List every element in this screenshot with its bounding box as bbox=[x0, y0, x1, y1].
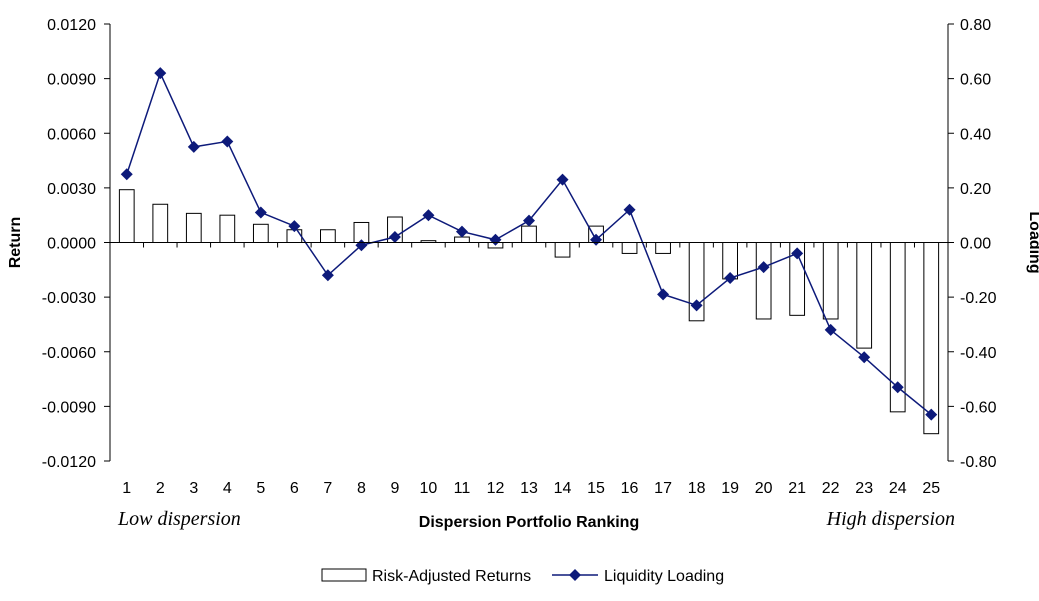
x-tick-label: 6 bbox=[290, 480, 299, 497]
line-liquidity-loading bbox=[126, 71, 932, 416]
x-tick-label: 2 bbox=[156, 480, 165, 497]
point-liquidity-loading bbox=[791, 247, 804, 260]
x-axis-title: Dispersion Portfolio Ranking bbox=[419, 514, 639, 531]
axes: 0.0120 0.0090 0.0060 0.0030 0.0000 -0.0030 -0.… bbox=[42, 17, 997, 497]
y-left-tick-label: -0.0030 bbox=[42, 290, 96, 307]
x-tick-label: 7 bbox=[323, 480, 332, 497]
point-liquidity-loading bbox=[757, 261, 770, 274]
point-liquidity-loading bbox=[221, 135, 234, 148]
bar-risk-adjusted-return bbox=[185, 212, 202, 244]
point-liquidity-loading bbox=[523, 214, 535, 227]
bar-risk-adjusted-return bbox=[454, 236, 470, 244]
y-left-tick-label: 0.0000 bbox=[47, 236, 96, 253]
y-right-tick-label: 0.20 bbox=[960, 181, 991, 198]
x-tick-label: 10 bbox=[420, 480, 438, 497]
y-right-tick-label: -0.20 bbox=[960, 290, 997, 307]
bar-risk-adjusted-return bbox=[252, 223, 269, 244]
bar-risk-adjusted-return bbox=[152, 203, 169, 243]
bar-risk-adjusted-return bbox=[521, 225, 537, 244]
legend-swatch-returns bbox=[321, 568, 367, 582]
x-tick-label: 19 bbox=[721, 480, 739, 497]
annotation-high-dispersion: High dispersion bbox=[826, 508, 955, 530]
x-tick-label: 11 bbox=[454, 480, 471, 497]
x-tick-label: 12 bbox=[487, 480, 505, 497]
point-liquidity-loading bbox=[724, 272, 737, 285]
bar-risk-adjusted-return bbox=[856, 242, 873, 349]
legend-swatch-loading-marker bbox=[569, 569, 581, 581]
x-tick-label: 13 bbox=[520, 480, 538, 497]
x-tick-label: 8 bbox=[357, 480, 366, 497]
legend-label-returns: Risk-Adjusted Returns bbox=[372, 568, 531, 585]
point-liquidity-loading bbox=[556, 173, 569, 186]
bar-risk-adjusted-return bbox=[621, 242, 638, 254]
point-liquidity-loading bbox=[690, 299, 703, 312]
point-liquidity-loading bbox=[120, 168, 133, 181]
x-tick-label: 9 bbox=[390, 480, 399, 497]
point-liquidity-loading bbox=[455, 225, 468, 238]
point-liquidity-loading bbox=[187, 140, 200, 153]
bar-risk-adjusted-return bbox=[923, 242, 940, 435]
y-right-tick-label: -0.40 bbox=[960, 345, 997, 362]
x-tick-label: 22 bbox=[822, 480, 840, 497]
point-liquidity-loading bbox=[422, 209, 435, 222]
point-liquidity-loading bbox=[824, 323, 837, 336]
x-tick-label: 24 bbox=[889, 480, 907, 497]
y-left-tick-label: 0.0120 bbox=[47, 17, 96, 34]
point-liquidity-loading bbox=[154, 67, 167, 80]
point-liquidity-loading bbox=[623, 203, 636, 216]
bar-risk-adjusted-return bbox=[320, 229, 336, 243]
y-left-tick-label: -0.0090 bbox=[42, 399, 96, 416]
x-tick-label: 5 bbox=[256, 480, 265, 497]
x-tick-label: 1 bbox=[122, 480, 131, 497]
bar-risk-adjusted-return bbox=[755, 242, 772, 320]
legend: Risk-Adjusted Returns Liquidity Loading bbox=[321, 568, 724, 585]
point-liquidity-loading bbox=[891, 381, 904, 394]
y-right-tick-label: 0.60 bbox=[960, 72, 991, 89]
bar-risk-adjusted-return bbox=[655, 242, 671, 254]
x-tick-label: 3 bbox=[189, 480, 198, 497]
point-liquidity-loading bbox=[254, 206, 267, 219]
point-liquidity-loading bbox=[388, 231, 401, 244]
x-tick-label: 16 bbox=[621, 480, 639, 497]
x-tick-label: 21 bbox=[788, 480, 806, 497]
x-tick-label: 17 bbox=[654, 480, 672, 497]
y-right-tick-label: -0.80 bbox=[960, 454, 997, 471]
y-axis-title-left: Return bbox=[7, 217, 24, 269]
legend-label-loading: Liquidity Loading bbox=[604, 568, 724, 585]
x-tick-label: 18 bbox=[688, 480, 706, 497]
y-left-tick-label: 0.0090 bbox=[47, 72, 96, 89]
point-liquidity-loading bbox=[288, 220, 301, 233]
point-liquidity-loading bbox=[858, 351, 871, 364]
x-tick-label: 15 bbox=[587, 480, 605, 497]
point-liquidity-loading bbox=[925, 408, 938, 421]
x-tick-label: 4 bbox=[223, 480, 232, 497]
x-tick-label: 25 bbox=[922, 480, 940, 497]
y-right-tick-label: 0.40 bbox=[960, 126, 991, 143]
point-liquidity-loading bbox=[657, 288, 670, 301]
y-left-tick-label: 0.0060 bbox=[47, 126, 96, 143]
bar-risk-adjusted-return bbox=[118, 189, 135, 243]
y-left-tick-label: -0.0120 bbox=[42, 454, 96, 471]
y-right-tick-label: 0.80 bbox=[960, 17, 991, 34]
x-tick-label: 23 bbox=[855, 480, 873, 497]
bar-risk-adjusted-return bbox=[554, 242, 571, 258]
annotation-low-dispersion: Low dispersion bbox=[117, 508, 241, 530]
y-axis-title-right: Loading bbox=[1026, 211, 1039, 273]
y-right-tick-label: -0.60 bbox=[960, 399, 997, 416]
bar-risk-adjusted-return bbox=[822, 242, 839, 320]
point-liquidity-loading bbox=[321, 269, 334, 282]
plot-area bbox=[118, 67, 940, 435]
y-right-tick-label: 0.00 bbox=[960, 236, 991, 253]
bar-risk-adjusted-return bbox=[219, 214, 236, 243]
x-tick-label: 14 bbox=[554, 480, 572, 497]
y-left-tick-label: 0.0030 bbox=[47, 181, 96, 198]
x-tick-label: 20 bbox=[755, 480, 773, 497]
y-left-tick-label: -0.0060 bbox=[42, 345, 96, 362]
